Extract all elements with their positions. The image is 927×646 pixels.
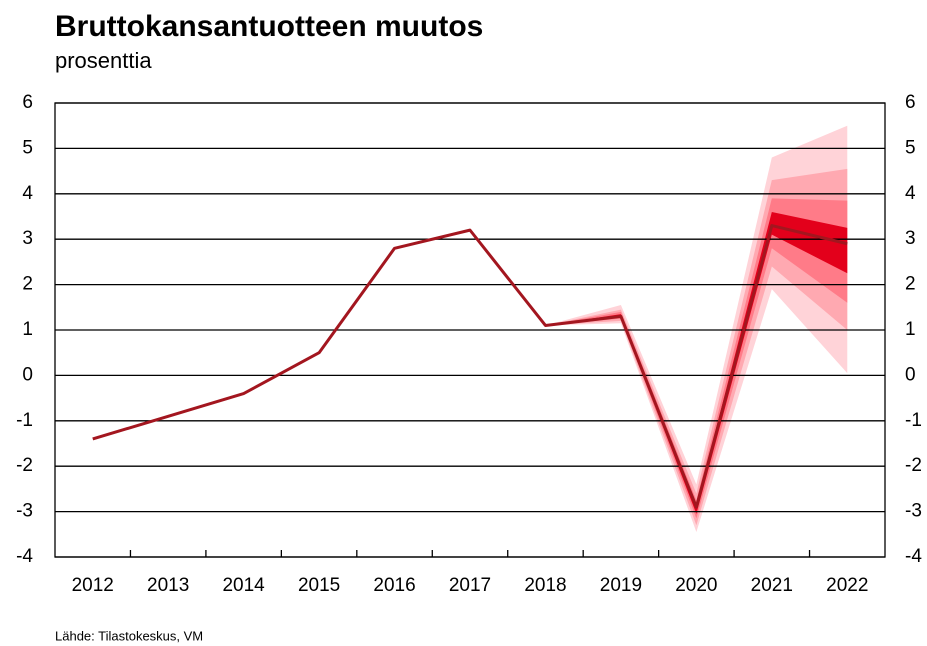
y2-tick-label: 4: [905, 183, 916, 204]
fan-band: [545, 168, 848, 526]
x-tick-label: 2020: [675, 575, 717, 596]
x-tick-label: 2018: [524, 575, 566, 596]
y2-tick-label: 2: [905, 274, 916, 295]
source: Lähde: Tilastokeskus, VM: [55, 628, 203, 643]
y-tick-label: 5: [22, 137, 33, 158]
fan-band: [545, 211, 848, 514]
y-tick-label: -2: [16, 455, 33, 476]
y2-tick-label: 3: [905, 228, 916, 249]
y2-tick-label: -1: [905, 410, 922, 431]
y2-tick-label: 5: [905, 137, 916, 158]
y-tick-label: 4: [22, 183, 33, 204]
y-tick-label: 1: [22, 319, 33, 340]
plot-frame: [54, 102, 886, 558]
y-tick-label: 2: [22, 274, 33, 295]
x-tick-label: 2021: [751, 575, 793, 596]
x-tick-label: 2013: [147, 575, 189, 596]
x-tick-label: 2014: [222, 575, 265, 596]
x-tick-label: 2016: [373, 575, 415, 596]
x-tick-label: 2015: [298, 575, 340, 596]
line: [92, 224, 848, 509]
y2-tick-label: -2: [905, 455, 922, 476]
x-tick-label: 2017: [449, 575, 491, 596]
y-tick-label: 6: [22, 92, 33, 113]
y-tick-label: -4: [16, 546, 33, 567]
x-tick-label: 2019: [600, 575, 642, 596]
y2-tick-label: -3: [905, 501, 922, 522]
y2-tick-label: 0: [905, 364, 916, 385]
chart-title: Bruttokansantuotteen muutos: [55, 10, 483, 43]
y2-tick-label: 6: [905, 92, 916, 113]
y2-tick-label: -4: [905, 546, 922, 567]
x-tick-label: 2022: [826, 575, 868, 596]
y-tick-label: -3: [16, 501, 33, 522]
chart-subtitle: prosenttia: [55, 48, 152, 73]
x-tick-label: 2012: [72, 575, 114, 596]
y-tick-label: 0: [22, 364, 33, 385]
y-tick-label: 3: [22, 228, 33, 249]
y2-tick-label: 1: [905, 319, 916, 340]
y-tick-label: -1: [16, 410, 33, 431]
